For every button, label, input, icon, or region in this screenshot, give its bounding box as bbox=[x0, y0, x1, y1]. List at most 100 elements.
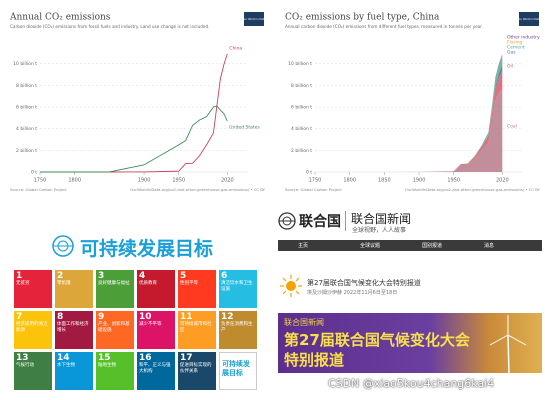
x-tick-label: 1750 bbox=[34, 178, 47, 184]
x-tick-label: 2020 bbox=[221, 178, 234, 184]
credit: OurWorldInData.org/co2-and-other-greenho… bbox=[405, 187, 541, 192]
windmill bbox=[489, 315, 527, 373]
logo-tile-text: 可持续发展目标 bbox=[222, 360, 250, 377]
nav-item[interactable]: 国别报道 bbox=[422, 243, 443, 249]
goal-tile[interactable]: 7 经济适用的清洁能源 bbox=[14, 311, 52, 349]
goal-name: 水下生物 bbox=[57, 363, 75, 368]
area bbox=[315, 64, 503, 172]
goal-tile[interactable]: 16 和平、正义与强大机构 bbox=[137, 352, 175, 390]
banner-headline: 第27届联合国气候变化大会 bbox=[284, 331, 470, 349]
source: Source: Global Carbon Project bbox=[285, 187, 342, 192]
x-tick-label: 1800 bbox=[68, 178, 81, 184]
goal-name: 经济适用的清洁能源 bbox=[16, 322, 48, 333]
series-label: China bbox=[229, 45, 242, 51]
legend-label: Gas bbox=[507, 50, 516, 56]
sdg-title: 可持续发展目标 bbox=[80, 238, 214, 260]
x-tick-label: 2020 bbox=[496, 178, 509, 184]
legend-label: Other industry bbox=[507, 35, 540, 41]
x-tick-label: 1900 bbox=[138, 178, 151, 184]
goal-name: 体面工作和经济增长 bbox=[57, 322, 89, 333]
area bbox=[315, 55, 503, 172]
goal-name: 良好健康与福祉 bbox=[98, 281, 130, 286]
goal-tile[interactable]: 14 水下生物 bbox=[55, 352, 93, 390]
banner[interactable]: 联合国新闻 第27届联合国气候变化大会 特别报道 bbox=[278, 313, 542, 373]
y-tick-label: 2 billion t bbox=[16, 148, 37, 154]
chart-subtitle: Annual carbon dioxide (CO₂) emissions fr… bbox=[285, 24, 483, 29]
logo: Our World in Data bbox=[242, 17, 266, 21]
series-line bbox=[39, 105, 228, 173]
goal-number: 16 bbox=[139, 353, 152, 363]
goal-number: 13 bbox=[16, 353, 29, 363]
goal-tile[interactable]: 11 可持续城市和社区 bbox=[178, 311, 216, 349]
goal-tile[interactable]: 2 零饥饿 bbox=[55, 270, 93, 308]
goal-logo-tile: 可持续发展目标 bbox=[219, 352, 257, 390]
slogan: 全球视野，人人故事 bbox=[352, 227, 407, 234]
goal-name: 和平、正义与强大机构 bbox=[139, 363, 171, 374]
y-tick-label: 10 billion t bbox=[288, 61, 312, 67]
un-logo bbox=[52, 235, 74, 257]
goal-name: 零饥饿 bbox=[57, 281, 71, 286]
x-tick-label: 1750 bbox=[309, 178, 322, 184]
area bbox=[315, 54, 503, 172]
y-tick-label: 0 t bbox=[306, 170, 312, 176]
nav-item[interactable]: 全球议题 bbox=[360, 243, 381, 249]
goal-tile[interactable]: 10 减少不平等 bbox=[137, 311, 175, 349]
goal-number: 2 bbox=[57, 271, 64, 281]
feature-subtitle: 埃及沙姆沙伊赫 2022年11月6日至18日 bbox=[307, 290, 398, 296]
site-name: 联合国新闻 bbox=[351, 212, 412, 226]
goal-tile[interactable]: 6 清洁饮水和卫生设施 bbox=[219, 270, 257, 308]
y-tick-label: 8 billion t bbox=[16, 83, 37, 89]
goal-number: 17 bbox=[180, 353, 193, 363]
goal-tile[interactable]: 12 负责任消费和生产 bbox=[219, 311, 257, 349]
goal-number: 6 bbox=[221, 271, 228, 281]
goal-number: 7 bbox=[16, 312, 23, 322]
goal-tile[interactable]: 8 体面工作和经济增长 bbox=[55, 311, 93, 349]
feature-title[interactable]: 第27届联合国气候变化大会特别报道 bbox=[307, 279, 421, 287]
goal-name: 产业、创新和基础设施 bbox=[98, 322, 130, 333]
goal-tile[interactable]: 9 产业、创新和基础设施 bbox=[96, 311, 134, 349]
goal-tile[interactable]: 5 性别平等 bbox=[178, 270, 216, 308]
goal-number: 12 bbox=[221, 312, 234, 322]
banner-kicker: 联合国新闻 bbox=[284, 318, 324, 327]
goal-name: 清洁饮水和卫生设施 bbox=[221, 281, 253, 292]
goal-name: 优质教育 bbox=[139, 281, 157, 286]
goal-tile[interactable]: 15 陆地生物 bbox=[96, 352, 134, 390]
y-tick-label: 6 billion t bbox=[291, 105, 312, 111]
goal-name: 无贫穷 bbox=[16, 281, 30, 286]
goal-number: 8 bbox=[57, 312, 64, 322]
nav-item[interactable]: 主页 bbox=[298, 243, 309, 249]
nav-item[interactable]: 消息 bbox=[484, 243, 495, 249]
x-tick-label: 1800 bbox=[343, 178, 356, 184]
goal-tile[interactable]: 1 无贫穷 bbox=[14, 270, 52, 308]
chart-subtitle: Carbon dioxide (CO₂) emissions from foss… bbox=[10, 24, 209, 29]
goal-number: 5 bbox=[180, 271, 187, 281]
goal-number: 9 bbox=[98, 312, 105, 322]
goal-tile[interactable]: 13 气候行动 bbox=[14, 352, 52, 390]
goal-number: 1 bbox=[16, 271, 23, 281]
goal-tile[interactable]: 3 良好健康与福祉 bbox=[96, 270, 134, 308]
area bbox=[315, 55, 503, 172]
legend-label: Flaring bbox=[507, 40, 523, 46]
y-tick-label: 8 billion t bbox=[291, 83, 312, 89]
logo-box bbox=[519, 12, 539, 26]
goal-name: 气候行动 bbox=[16, 363, 34, 368]
goal-tile[interactable]: 4 优质教育 bbox=[137, 270, 175, 308]
y-tick-label: 4 billion t bbox=[16, 126, 37, 132]
series-line bbox=[40, 53, 228, 173]
divider bbox=[345, 211, 346, 231]
goal-name: 负责任消费和生产 bbox=[221, 322, 253, 333]
watermark: CSDN @xiao5kou4chang6kai4 bbox=[328, 377, 495, 390]
goal-number: 4 bbox=[139, 271, 146, 281]
brand: 联合国 bbox=[299, 214, 341, 230]
cop-icon bbox=[280, 275, 302, 297]
nav-bar: 主页 全球议题 国别报道 消息 bbox=[278, 240, 542, 251]
un-logo bbox=[278, 212, 296, 230]
banner-tagline: 特别报道 bbox=[284, 351, 345, 369]
y-tick-label: 6 billion t bbox=[16, 105, 37, 111]
source: Source: Global Carbon Project bbox=[10, 187, 67, 192]
goal-tile[interactable]: 17 促进目标实现的伙伴关系 bbox=[178, 352, 216, 390]
goal-number: 10 bbox=[139, 312, 152, 322]
goal-name: 促进目标实现的伙伴关系 bbox=[180, 363, 212, 374]
news-page: 联合国 联合国新闻 全球视野，人人故事 主页 全球议题 国别报道 消息 第27届联合国… bbox=[275, 205, 545, 400]
goal-name: 陆地生物 bbox=[98, 363, 116, 368]
